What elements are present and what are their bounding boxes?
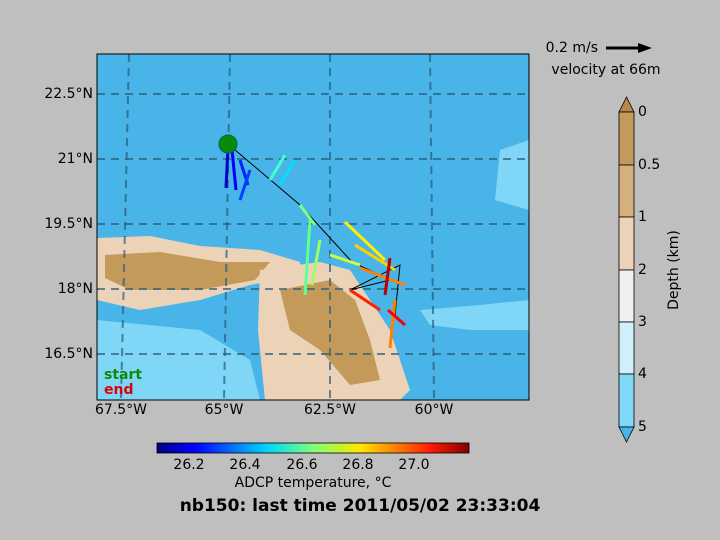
y-tick-label: 18°N (58, 281, 93, 297)
temperature-tick-label: 26.4 (229, 457, 260, 473)
depth-tick-label: 3 (638, 314, 647, 330)
grid-line (223, 54, 231, 400)
temperature-tick-label: 26.8 (342, 457, 373, 473)
temperature-colorbar-label: ADCP temperature, °C (235, 475, 392, 491)
temperature-tick-label: 27.0 (398, 457, 429, 473)
depth-colorbar (618, 96, 635, 443)
depth-tick-label: 2 (638, 262, 647, 278)
scale-depth-label: velocity at 66m (551, 62, 660, 78)
x-tick-label: 60°W (415, 402, 454, 418)
grid-line (120, 54, 130, 400)
grid-line (429, 54, 435, 400)
end-label: end (104, 382, 133, 398)
title: nb150: last time 2011/05/02 23:33:04 (180, 496, 541, 516)
map-area: start end (97, 54, 529, 400)
depth-tick-label: 1 (638, 209, 647, 225)
temperature-tick-label: 26.2 (173, 457, 204, 473)
start-marker (218, 134, 238, 154)
depth-tick-label: 0.5 (638, 157, 660, 173)
depth-tick-label: 5 (638, 419, 647, 435)
depth-tick-label: 0 (638, 104, 647, 120)
temperature-tick-label: 26.6 (286, 457, 317, 473)
scale-arrow-head (638, 43, 652, 53)
y-tick-label: 19.5°N (44, 216, 93, 232)
depth-colorbar-label: Depth (km) (666, 230, 682, 310)
y-tick-label: 21°N (58, 151, 93, 167)
start-label: start (104, 367, 142, 383)
y-tick-label: 22.5°N (44, 86, 93, 102)
shallow-ocean (495, 140, 529, 210)
shallow-ocean (420, 300, 529, 330)
x-tick-label: 67.5°W (95, 402, 147, 418)
scale-arrow-label: 0.2 m/s (546, 40, 598, 56)
y-tick-label: 16.5°N (44, 346, 93, 362)
x-tick-label: 62.5°W (304, 402, 356, 418)
velocity-arrows (224, 147, 406, 349)
land (280, 280, 380, 385)
depth-tick-label: 4 (638, 366, 647, 382)
x-tick-label: 65°W (205, 402, 244, 418)
land (105, 252, 270, 290)
shallow-ocean (97, 320, 260, 400)
map-frame (96, 53, 530, 401)
temperature-colorbar (156, 442, 470, 454)
